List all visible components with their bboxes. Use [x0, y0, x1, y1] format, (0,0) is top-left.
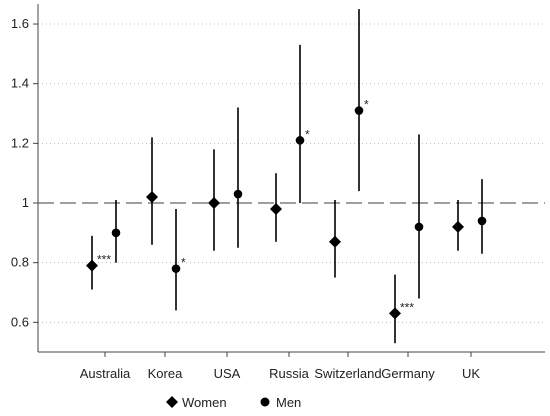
x-tick-label: USA: [214, 366, 241, 381]
point-women: [329, 235, 341, 248]
legend-men-circle-icon: [260, 397, 270, 407]
point-men: [233, 189, 243, 199]
y-tick-label: 0.6: [11, 314, 29, 329]
significance-label: *: [305, 127, 310, 141]
y-tick-label: 1: [22, 195, 29, 210]
y-tick-label: 1.6: [11, 16, 29, 31]
x-axis-ticks: Australia Korea USA Russia Switzerland German…: [80, 352, 480, 381]
point-men: [414, 222, 424, 232]
x-tick-label: Australia: [80, 366, 131, 381]
point-women: [208, 197, 220, 209]
point-men: [295, 136, 305, 145]
point-women: [452, 220, 464, 233]
y-tick-label: 1.2: [11, 135, 29, 150]
legend-women-label: Women: [182, 395, 227, 410]
point-women: [270, 202, 282, 215]
x-tick-label: Germany: [381, 366, 435, 381]
legend: Women Men: [166, 395, 301, 410]
y-axis-ticks: 0.6 0.8 1 1.2 1.4 1.6: [11, 16, 38, 329]
point-women: [86, 259, 98, 272]
data-marks: *********: [86, 9, 487, 344]
significance-label: ***: [400, 300, 414, 314]
y-tick-label: 1.4: [11, 76, 29, 91]
point-women: [389, 307, 401, 320]
y-tick-label: 0.8: [11, 255, 29, 270]
significance-label: *: [364, 98, 369, 112]
grid-lines: [38, 23, 545, 323]
legend-men-label: Men: [276, 395, 301, 410]
significance-label: *: [181, 256, 186, 270]
point-men: [111, 228, 121, 238]
x-tick-label: Korea: [148, 366, 183, 381]
significance-label: ***: [97, 253, 111, 267]
x-tick-label: Russia: [269, 366, 310, 381]
x-tick-label: Switzerland: [314, 366, 381, 381]
point-men: [477, 216, 487, 226]
x-tick-label: UK: [462, 366, 480, 381]
legend-women-diamond-icon: [166, 396, 178, 408]
point-men: [354, 106, 364, 115]
point-women: [146, 191, 158, 204]
point-men: [171, 264, 181, 273]
